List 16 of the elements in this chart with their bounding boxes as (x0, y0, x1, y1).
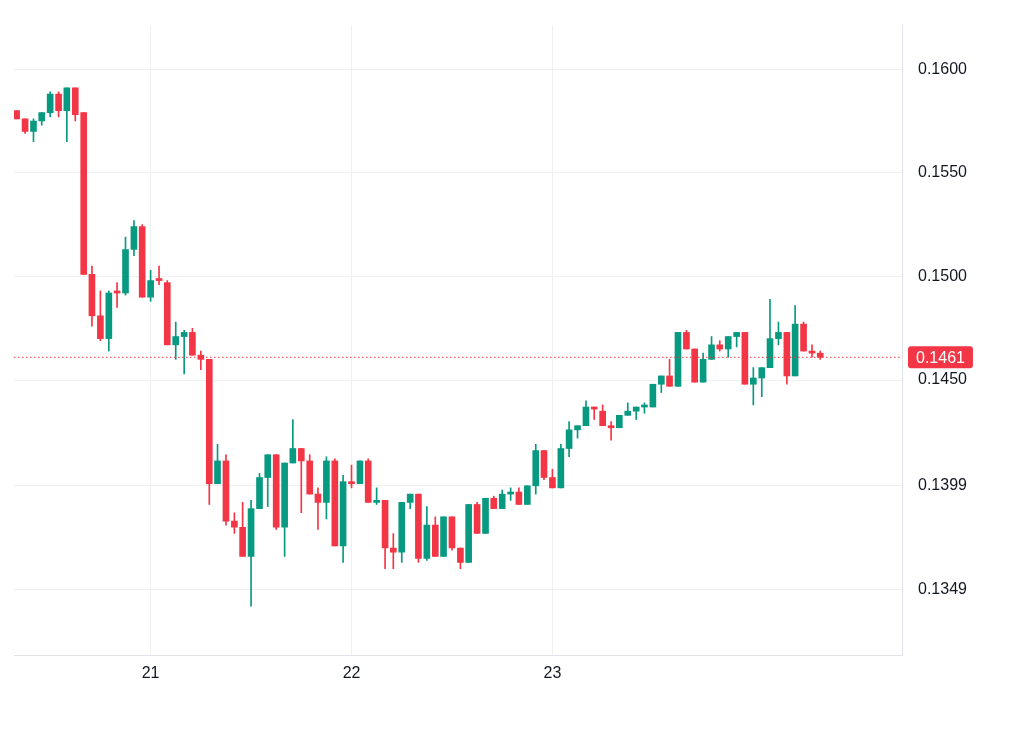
candlestick (172, 321, 180, 360)
ref-line-label: 0.1461 (916, 348, 966, 366)
y-tick-label: 0.1349 (918, 579, 968, 597)
candlestick (314, 487, 322, 530)
candlestick (180, 330, 188, 375)
y-tick-label: 0.1450 (918, 370, 968, 388)
x-tick-label: 22 (342, 663, 361, 681)
candlestick (155, 265, 163, 286)
y-tick-label: 0.1550 (918, 163, 968, 181)
x-tick-label: 21 (141, 663, 160, 681)
y-tick-label: 0.1600 (918, 59, 968, 77)
candlestick (297, 448, 305, 514)
y-tick-label: 0.1500 (918, 266, 968, 284)
x-tick-label: 23 (543, 663, 562, 681)
y-tick-label: 0.1399 (918, 476, 968, 494)
candlestick (607, 421, 615, 441)
